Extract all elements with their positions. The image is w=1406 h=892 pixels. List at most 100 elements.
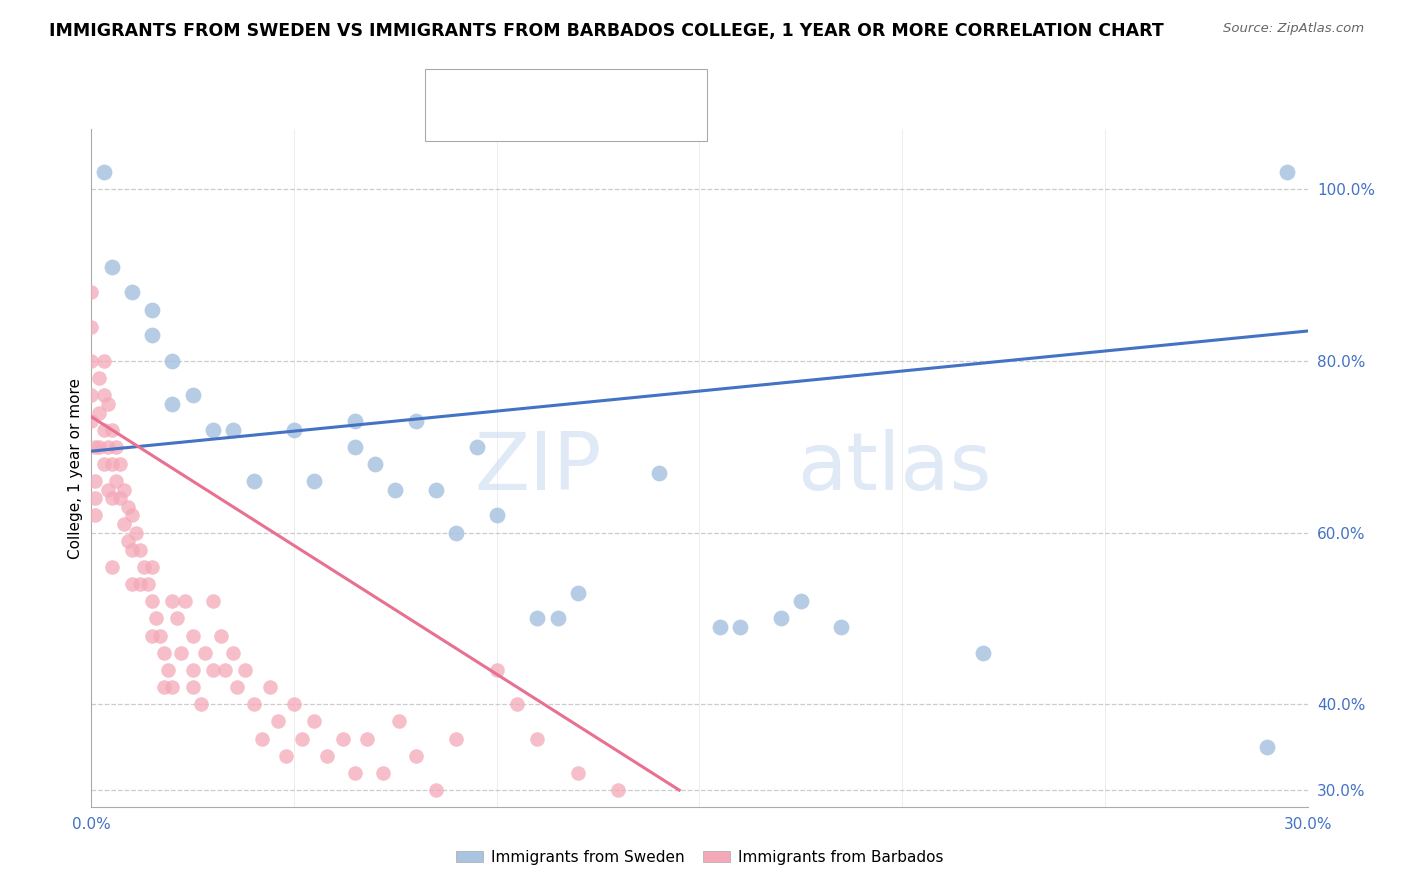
Point (728, 620, 751, 634)
Point (162, 397, 184, 411)
Point (80, 285, 103, 300)
Point (506, 698, 529, 712)
Point (84, 508, 107, 523)
Point (343, 414, 366, 428)
Point (141, 328, 163, 343)
Point (80, 319, 103, 334)
Point (173, 594, 195, 608)
Point (141, 629, 163, 643)
Point (108, 491, 131, 506)
Point (214, 663, 236, 677)
Y-axis label: College, 1 year or more: College, 1 year or more (67, 378, 83, 558)
Point (145, 611, 167, 625)
Point (315, 748, 337, 763)
Point (648, 466, 671, 480)
Point (97, 483, 120, 497)
Point (291, 731, 314, 746)
Point (444, 731, 467, 746)
Point (485, 508, 508, 523)
Point (304, 474, 326, 488)
Point (235, 663, 257, 677)
Point (112, 517, 135, 532)
Point (547, 611, 569, 625)
Point (97, 440, 120, 454)
Point (356, 731, 378, 746)
Point (84, 440, 107, 454)
Point (465, 440, 488, 454)
Point (162, 680, 184, 694)
Point (364, 457, 387, 471)
Point (80, 354, 103, 368)
Point (388, 714, 411, 729)
Point (162, 594, 184, 608)
Point (444, 525, 467, 540)
Point (242, 698, 264, 712)
Point (769, 611, 792, 625)
Point (84, 474, 107, 488)
Point (830, 620, 852, 634)
Point (222, 423, 245, 437)
Point (129, 577, 152, 591)
Point (343, 440, 366, 454)
Legend: R =  0.139   N = 34, R = -0.302   N = 86: R = 0.139 N = 34, R = -0.302 N = 86 (441, 82, 630, 128)
Point (485, 663, 508, 677)
Point (242, 474, 264, 488)
Point (80, 388, 103, 402)
Point (709, 620, 731, 634)
Point (100, 260, 122, 274)
Point (108, 457, 131, 471)
Point (162, 354, 184, 368)
Point (607, 783, 630, 797)
Point (267, 714, 290, 729)
Point (80, 414, 103, 428)
Point (567, 585, 589, 599)
Point (166, 611, 188, 625)
Point (181, 388, 204, 402)
Point (384, 483, 406, 497)
Point (526, 611, 548, 625)
Point (121, 285, 143, 300)
Point (100, 423, 122, 437)
Point (222, 646, 245, 660)
Point (169, 646, 191, 660)
Point (93, 354, 115, 368)
Point (141, 560, 163, 574)
Point (121, 542, 143, 557)
Point (121, 508, 143, 523)
Point (343, 766, 366, 780)
Point (181, 663, 204, 677)
Point (132, 560, 155, 574)
Point (100, 560, 122, 574)
Point (526, 731, 548, 746)
Point (274, 748, 297, 763)
Text: ZIP: ZIP (475, 429, 602, 508)
Point (93, 457, 115, 471)
Point (209, 629, 232, 643)
Point (190, 698, 212, 712)
Point (136, 577, 159, 591)
Point (202, 423, 225, 437)
Text: atlas: atlas (797, 429, 991, 508)
Point (373, 766, 395, 780)
Point (100, 491, 122, 506)
Text: Source: ZipAtlas.com: Source: ZipAtlas.com (1223, 22, 1364, 36)
Point (194, 646, 217, 660)
Point (972, 646, 994, 660)
Point (202, 594, 225, 608)
Point (104, 440, 127, 454)
Point (89, 405, 111, 419)
Point (117, 500, 139, 514)
Point (93, 388, 115, 402)
Text: IMMIGRANTS FROM SWEDEN VS IMMIGRANTS FROM BARBADOS COLLEGE, 1 YEAR OR MORE CORRE: IMMIGRANTS FROM SWEDEN VS IMMIGRANTS FRO… (49, 22, 1164, 40)
Point (332, 731, 354, 746)
Point (304, 714, 326, 729)
Point (1256, 740, 1278, 755)
Point (117, 534, 139, 549)
Point (84, 491, 107, 506)
Point (141, 594, 163, 608)
Point (259, 680, 281, 694)
Point (129, 542, 152, 557)
Point (89, 440, 111, 454)
Legend: Immigrants from Sweden, Immigrants from Barbados: Immigrants from Sweden, Immigrants from … (450, 844, 949, 871)
Point (226, 680, 249, 694)
